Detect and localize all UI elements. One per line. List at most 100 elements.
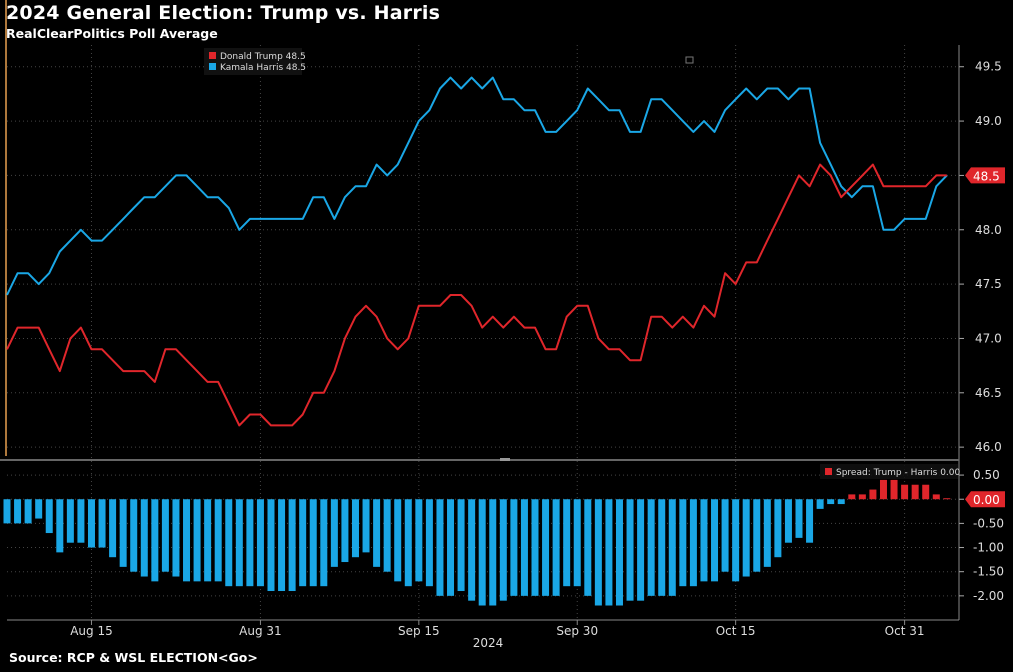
legend-label: Kamala Harris 48.5 — [220, 63, 306, 73]
y-tick-label: 47.0 — [975, 331, 1002, 345]
spread-bar — [468, 499, 476, 601]
spread-bar — [415, 499, 423, 582]
spread-bar — [753, 499, 761, 572]
spread-legend-box — [820, 464, 958, 479]
spread-bar — [225, 499, 233, 587]
spread-bar — [626, 499, 634, 601]
spread-bar — [447, 499, 455, 596]
spread-bar — [901, 484, 909, 500]
spread-bar — [246, 499, 254, 587]
spread-bar — [362, 499, 370, 553]
spread-bar — [373, 499, 381, 567]
spread-bar — [922, 484, 930, 500]
spread-bar — [679, 499, 687, 587]
spread-bar — [668, 499, 676, 596]
x-tick-label: Sep 30 — [556, 624, 598, 638]
spread-bar — [172, 499, 180, 577]
legend-label: Donald Trump 48.5 — [220, 52, 306, 62]
spread-bar — [806, 499, 814, 543]
spread-bar — [161, 499, 169, 572]
spread-bar — [457, 499, 465, 592]
spread-bar — [499, 499, 507, 601]
spread-bar — [489, 499, 497, 606]
spread-bar — [330, 499, 338, 567]
spread-bar — [594, 499, 602, 606]
series-line-kamala-harris — [6, 76, 948, 296]
spread-bar — [763, 499, 771, 567]
y-tick-label: 48.0 — [975, 223, 1002, 237]
spread-bar — [795, 499, 803, 538]
x-tick-label: Aug 15 — [70, 624, 113, 638]
x-year-label: 2024 — [473, 636, 504, 650]
spread-bar — [299, 499, 307, 587]
spread-bar — [563, 499, 571, 587]
spread-bar — [278, 499, 286, 592]
spread-bar — [879, 479, 887, 500]
spread-bar — [404, 499, 412, 587]
spread-last-value-label: 0.00 — [973, 493, 1000, 507]
y-tick-label: 46.5 — [975, 386, 1002, 400]
spread-bar — [3, 499, 11, 524]
spread-bar — [848, 494, 856, 500]
spread-bar — [637, 499, 645, 601]
legend-swatch — [209, 63, 216, 70]
spread-bar — [214, 499, 222, 582]
spread-bar — [605, 499, 613, 606]
spread-legend-label: Spread: Trump - Harris 0.00 — [836, 468, 961, 478]
spread-bar — [341, 499, 349, 563]
spread-y-tick-label: -1.50 — [973, 565, 1004, 579]
spread-bar — [689, 499, 697, 587]
spread-bar — [56, 499, 64, 553]
spread-bar — [109, 499, 117, 558]
spread-bar — [436, 499, 444, 596]
legend-swatch — [209, 52, 216, 59]
spread-bar — [66, 499, 74, 543]
spread-bar — [552, 499, 560, 596]
spread-bar — [932, 494, 940, 500]
source-note: Source: RCP & WSL ELECTION<Go> — [9, 650, 258, 665]
spread-bar — [478, 499, 486, 606]
last-value-label: 48.5 — [973, 169, 1000, 183]
spread-bar — [837, 499, 845, 505]
y-tick-label: 47.5 — [975, 277, 1002, 291]
y-tick-label: 49.0 — [975, 114, 1002, 128]
spread-bar — [24, 499, 32, 524]
spread-bar — [542, 499, 550, 596]
spread-bar — [77, 499, 85, 543]
spread-y-tick-label: -1.00 — [973, 541, 1004, 555]
x-tick-label: Aug 31 — [239, 624, 282, 638]
spread-bar — [35, 499, 43, 519]
spread-bar — [256, 499, 264, 587]
spread-bar — [87, 499, 95, 548]
spread-bar — [911, 484, 919, 500]
spread-bar — [869, 489, 877, 500]
panel-resize-handle[interactable] — [500, 458, 510, 461]
chart-title: 2024 General Election: Trump vs. Harris — [6, 2, 441, 24]
spread-y-tick-label: -0.50 — [973, 516, 1004, 530]
chart-options-icon[interactable] — [685, 56, 694, 64]
spread-bar — [774, 499, 782, 558]
spread-bar — [235, 499, 243, 587]
y-tick-label: 49.5 — [975, 60, 1002, 74]
spread-bar — [14, 499, 22, 524]
chart-subtitle: RealClearPolitics Poll Average — [6, 26, 218, 41]
spread-bar — [425, 499, 433, 587]
spread-y-tick-label: 0.50 — [973, 468, 1000, 482]
spread-bar — [742, 499, 750, 577]
spread-bar — [647, 499, 655, 596]
spread-bar — [383, 499, 391, 572]
spread-bar — [827, 499, 835, 505]
x-tick-label: Oct 31 — [885, 624, 925, 638]
spread-y-tick-label: -2.00 — [973, 589, 1004, 603]
x-tick-label: Oct 15 — [716, 624, 756, 638]
spread-bar — [943, 498, 951, 500]
spread-bar — [520, 499, 528, 596]
spread-bar — [890, 479, 898, 500]
spread-bar — [119, 499, 127, 567]
spread-bar — [351, 499, 359, 558]
spread-bar — [658, 499, 666, 596]
spread-bar — [531, 499, 539, 596]
spread-bar — [98, 499, 106, 548]
spread-bar — [288, 499, 296, 592]
